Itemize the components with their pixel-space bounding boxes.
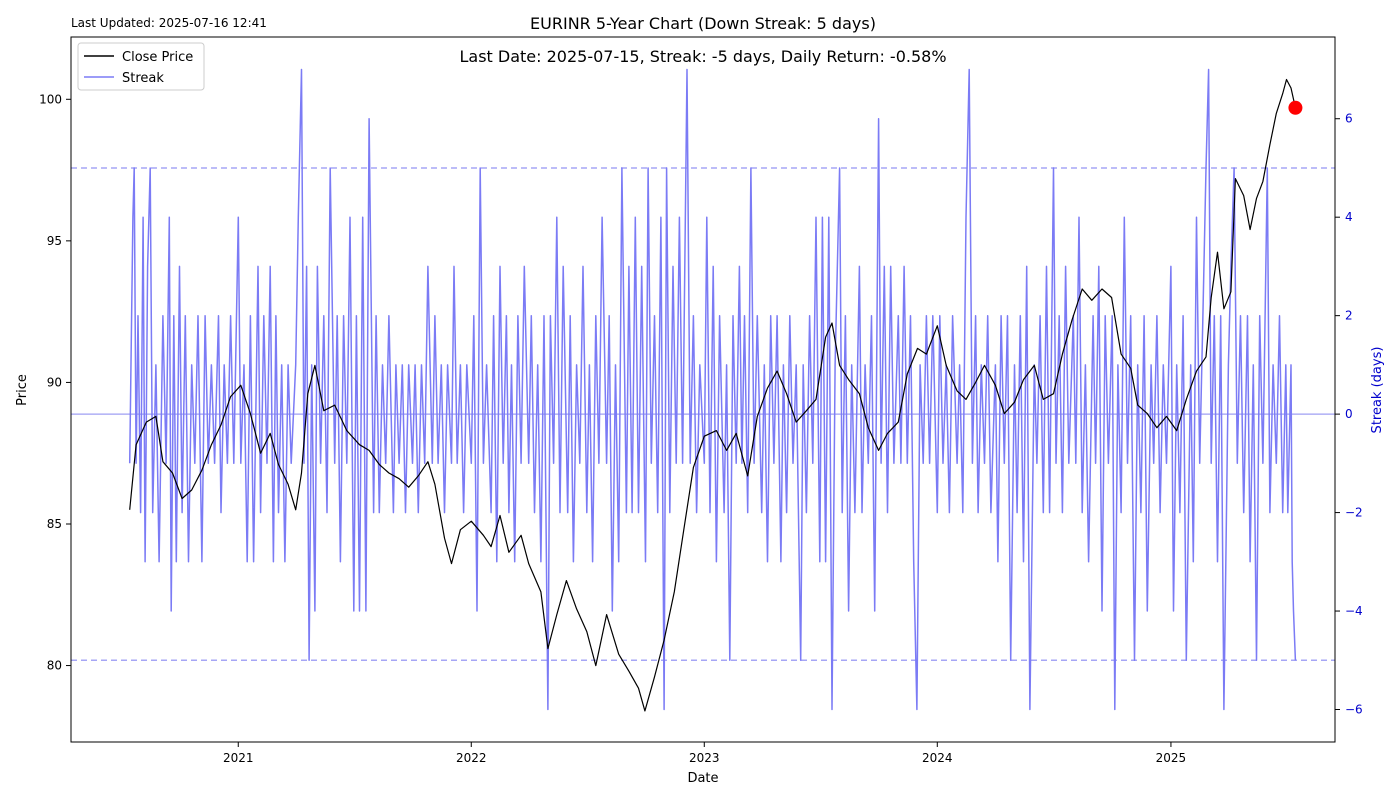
y2-axis-label: Streak (days) <box>1370 347 1385 434</box>
y2-tick-label--6: −6 <box>1345 703 1363 717</box>
plot-area <box>71 68 1335 712</box>
y2-tick-label-6: 6 <box>1345 112 1353 126</box>
y-axis-label: Price <box>15 374 30 406</box>
x-axis-label: Date <box>687 771 718 786</box>
x-tick-label-2021: 2021 <box>223 751 254 765</box>
x-tick-label-2025: 2025 <box>1156 751 1187 765</box>
x-tick-label-2022: 2022 <box>456 751 487 765</box>
plot-frame <box>70 36 1336 743</box>
price-series <box>129 78 1296 712</box>
y-axis-ticks: 80 85 90 95 100 <box>39 92 71 673</box>
last-point-layer <box>1288 100 1303 115</box>
reference-lines <box>71 167 1335 662</box>
y2-tick-label-0: 0 <box>1345 407 1353 421</box>
last-updated-text: Last Updated: 2025-07-16 12:41 <box>71 16 267 30</box>
legend: Close Price Streak <box>77 42 205 91</box>
y2-axis-ticks: −6 −4 −2 0 2 4 6 <box>1335 112 1363 717</box>
legend-label-close-price: Close Price <box>122 50 193 65</box>
chart-title: EURINR 5-Year Chart (Down Streak: 5 days… <box>530 14 876 33</box>
y-tick-label-90: 90 <box>47 375 62 389</box>
y2-tick-label--4: −4 <box>1345 604 1363 618</box>
streak-series <box>128 68 1297 711</box>
streak-line <box>128 68 1297 711</box>
y-tick-label-95: 95 <box>47 234 62 248</box>
y2-tick-label--2: −2 <box>1345 506 1363 520</box>
y2-tick-label-2: 2 <box>1345 309 1353 323</box>
y-tick-label-85: 85 <box>47 517 62 531</box>
x-tick-label-2024: 2024 <box>922 751 953 765</box>
x-axis-ticks: 2021 2022 2023 2024 2025 <box>223 742 1186 765</box>
annotation-text: Last Date: 2025-07-15, Streak: -5 days, … <box>459 47 946 66</box>
last-price-marker <box>1288 100 1303 115</box>
y-tick-label-100: 100 <box>39 92 62 106</box>
legend-box <box>77 42 205 91</box>
close-price-line <box>129 78 1296 712</box>
y2-tick-label-4: 4 <box>1345 210 1353 224</box>
legend-label-streak: Streak <box>122 71 164 86</box>
x-tick-label-2023: 2023 <box>689 751 720 765</box>
y-tick-label-80: 80 <box>47 659 62 673</box>
